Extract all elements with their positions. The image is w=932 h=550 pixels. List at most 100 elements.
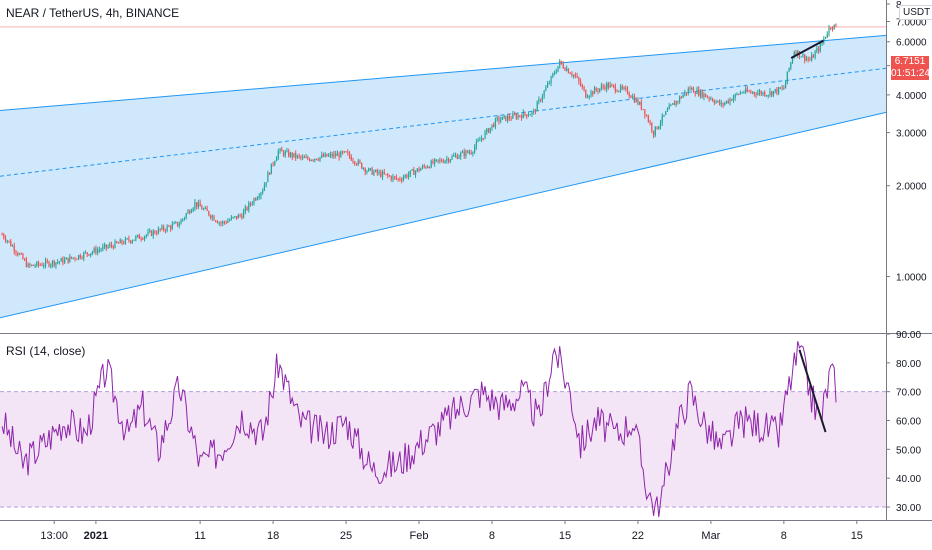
candle-body <box>255 198 257 200</box>
candle-body <box>180 220 182 225</box>
candle-body <box>171 224 173 229</box>
candle-body <box>830 27 832 29</box>
candle-body <box>602 85 604 88</box>
candle-body <box>701 90 703 98</box>
time-tick-label: Feb <box>410 530 429 542</box>
candle-body <box>731 99 733 101</box>
candle-body <box>475 141 477 147</box>
candle-body <box>116 241 118 243</box>
candle-body <box>826 34 828 37</box>
candle-body <box>642 108 644 110</box>
candle-body <box>156 233 158 235</box>
candle-body <box>84 252 87 254</box>
candle-body <box>83 252 85 259</box>
rsi-pane[interactable] <box>0 341 886 518</box>
candle-body <box>807 58 809 60</box>
rsi-line <box>1 341 837 518</box>
candle-body <box>223 221 226 223</box>
candle-body <box>640 101 643 109</box>
candle-body <box>790 62 792 69</box>
candle-body <box>736 93 738 95</box>
currency-label: USDT <box>899 5 932 20</box>
candle-body <box>786 71 788 82</box>
candle-body <box>559 60 561 67</box>
candle-body <box>486 128 488 132</box>
candle-body <box>468 152 471 154</box>
candle-body <box>416 168 418 172</box>
candle-body <box>103 244 106 247</box>
candle-body <box>630 96 632 98</box>
candle-body <box>725 100 728 103</box>
candle-body <box>62 258 64 264</box>
candle-body <box>13 245 15 252</box>
candle-body <box>635 99 637 103</box>
candle-body <box>592 91 594 95</box>
candle-body <box>437 159 439 161</box>
candle-body <box>244 207 246 212</box>
candle-body <box>540 99 542 101</box>
candle-body <box>15 251 17 253</box>
candle-body <box>364 168 366 173</box>
candle-body <box>209 215 212 218</box>
candle-body <box>18 253 21 255</box>
candle-body <box>176 222 179 226</box>
candle-body <box>659 122 662 127</box>
candle-body <box>192 208 194 211</box>
candle-body <box>152 230 154 236</box>
candle-body <box>69 256 71 263</box>
candle-body <box>800 56 802 58</box>
candle-body <box>738 93 740 95</box>
channel-lower-line <box>0 111 887 319</box>
candle-body <box>232 216 234 218</box>
candle-body <box>477 140 479 142</box>
time-tick-label: 2021 <box>84 530 108 542</box>
candle-body <box>51 260 54 265</box>
candle-body <box>380 171 382 177</box>
channel-upper-line <box>0 34 887 112</box>
candle-body <box>472 152 474 154</box>
candle-body <box>44 260 47 266</box>
candle-body <box>406 175 408 178</box>
candle-body <box>734 94 736 98</box>
candle-body <box>456 155 458 159</box>
candle-body <box>460 152 462 157</box>
candle-body <box>639 101 641 105</box>
time-tick-label: 11 <box>194 530 205 542</box>
candle-body <box>216 221 219 224</box>
candle-body <box>43 265 45 267</box>
price-tick-label: 2.0000 <box>896 182 927 193</box>
candle-body <box>573 74 575 76</box>
candle-body <box>771 91 773 96</box>
rsi-trendline[interactable] <box>798 349 827 433</box>
candle-body <box>633 96 636 103</box>
candle-body <box>451 156 453 160</box>
candle-body <box>138 234 140 239</box>
candle-body <box>612 84 615 86</box>
candle-body <box>446 158 448 161</box>
candle-body <box>407 174 410 178</box>
candle-body <box>258 196 260 198</box>
candle-body <box>136 234 139 237</box>
channel-fill <box>0 35 886 318</box>
price-trendline[interactable] <box>790 39 824 59</box>
candle-body <box>381 171 384 177</box>
rsi-tick-label: 30.00 <box>896 503 921 514</box>
candle-body <box>732 97 735 101</box>
candle-body <box>241 215 243 219</box>
candle-body <box>531 111 533 115</box>
candle-body <box>510 118 512 120</box>
candle-body <box>708 97 710 99</box>
candle-body <box>536 101 538 112</box>
candle-body <box>519 115 521 117</box>
candle-body <box>581 85 583 88</box>
candle-body <box>143 236 146 240</box>
candle-body <box>644 109 646 116</box>
candle-body <box>500 119 502 122</box>
time-tick-label: 8 <box>781 530 787 542</box>
price-pane[interactable] <box>0 23 887 319</box>
candle-body <box>569 72 571 74</box>
candle-body <box>345 151 347 153</box>
candle-body <box>420 168 422 171</box>
candle-body <box>126 238 128 240</box>
